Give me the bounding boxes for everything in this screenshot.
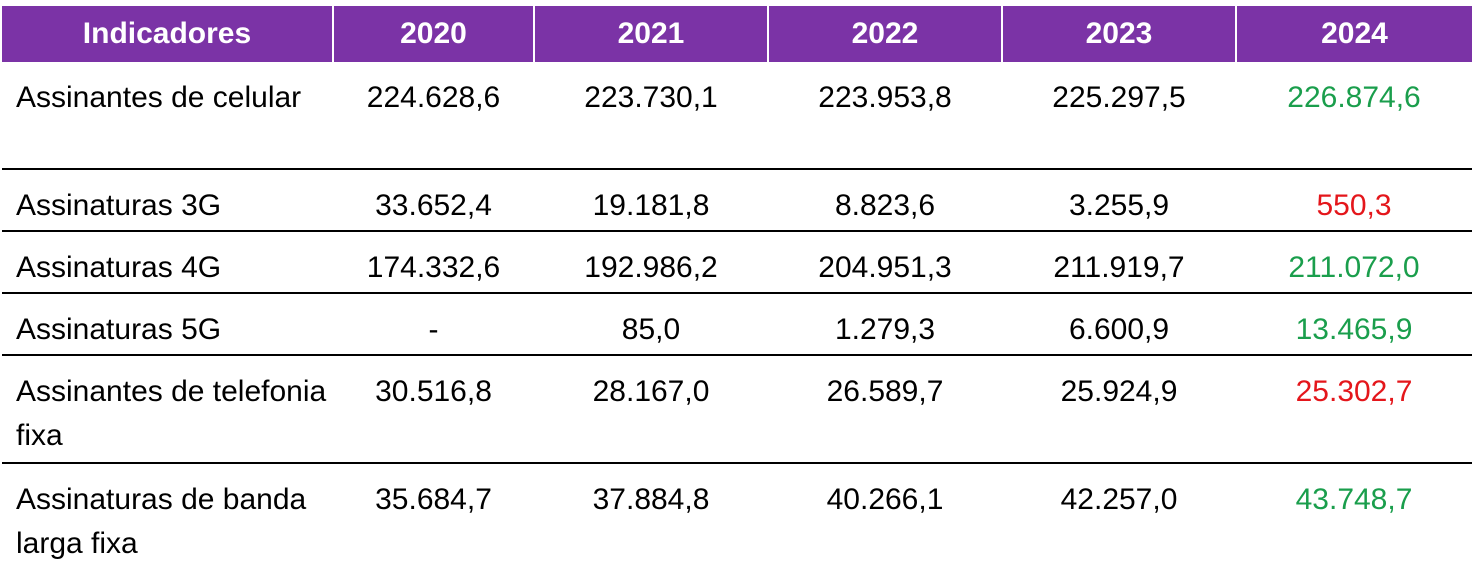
cell-2020: 174.332,6 <box>333 231 534 294</box>
header-2022: 2022 <box>767 6 1002 62</box>
cell-2024: 43.748,7 <box>1295 483 1413 516</box>
cell-2023: 3.255,9 <box>1002 169 1236 232</box>
table-row: Assinantes de celular 224.628,6 223.730,… <box>2 62 1472 170</box>
table-row: Assinaturas 5G - 85,0 1.279,3 6.600,9 13… <box>2 293 1472 356</box>
row-label: Assinaturas 3G <box>2 169 333 232</box>
cell-2022: 40.266,1 <box>826 483 944 516</box>
cell-2021: 19.181,8 <box>534 169 768 232</box>
cell-2022: 223.953,8 <box>768 62 1002 170</box>
cell-2021: 28.167,0 <box>534 355 768 464</box>
row-label: Assinaturas 4G <box>2 231 333 294</box>
cell-2022: 1.279,3 <box>768 293 1002 356</box>
cell-2022: 8.823,6 <box>768 169 1002 232</box>
header-2023: 2023 <box>1001 6 1236 62</box>
cell-2020: - <box>333 293 534 356</box>
cell-2023: 211.919,7 <box>1002 231 1236 294</box>
row-label: Assinaturas 5G <box>2 293 333 356</box>
row-label: Assinaturas de banda larga fixa <box>16 483 307 560</box>
cell-2023: 6.600,9 <box>1002 293 1236 356</box>
cell-2020: 224.628,6 <box>333 62 534 170</box>
cell-2021: 192.986,2 <box>534 231 768 294</box>
header-2024: 2024 <box>1235 6 1472 62</box>
cell-2024: 25.302,7 <box>1236 355 1472 464</box>
cell-2020: 33.652,4 <box>333 169 534 232</box>
table-row: Assinaturas de banda larga fixa 35.684,7… <box>2 463 1472 574</box>
cell-2024: 211.072,0 <box>1236 231 1472 294</box>
cell-2020: 35.684,7 <box>375 483 492 516</box>
table-row: Assinaturas 4G 174.332,6 192.986,2 204.9… <box>2 231 1472 294</box>
row-label: Assinantes de telefonia fixa <box>2 355 333 464</box>
cell-2021: 223.730,1 <box>534 62 768 170</box>
cell-2022: 204.951,3 <box>768 231 1002 294</box>
cell-2023: 225.297,5 <box>1002 62 1236 170</box>
header-2021: 2021 <box>533 6 768 62</box>
cell-2022: 26.589,7 <box>768 355 1002 464</box>
cell-2023: 42.257,0 <box>1060 483 1178 516</box>
table-body: Assinantes de celular 224.628,6 223.730,… <box>2 62 1472 574</box>
cell-2023: 25.924,9 <box>1002 355 1236 464</box>
header-indicadores: Indicadores <box>2 6 333 62</box>
header-2020: 2020 <box>332 6 534 62</box>
cell-2021: 85,0 <box>534 293 768 356</box>
row-label: Assinantes de celular <box>2 62 333 170</box>
table-row: Assinaturas 3G 33.652,4 19.181,8 8.823,6… <box>2 169 1472 232</box>
table-row: Assinantes de telefonia fixa 30.516,8 28… <box>2 355 1472 464</box>
cell-2021: 37.884,8 <box>592 483 710 516</box>
cell-2024: 226.874,6 <box>1236 62 1472 170</box>
table-header: Indicadores 2020 2021 2022 2023 2024 <box>2 6 1472 62</box>
indicators-table: Indicadores 2020 2021 2022 2023 2024 Ass… <box>2 6 1472 574</box>
cell-2020: 30.516,8 <box>333 355 534 464</box>
header-row: Indicadores 2020 2021 2022 2023 2024 <box>2 6 1472 62</box>
cell-2024: 550,3 <box>1236 169 1472 232</box>
cell-2024: 13.465,9 <box>1236 293 1472 356</box>
